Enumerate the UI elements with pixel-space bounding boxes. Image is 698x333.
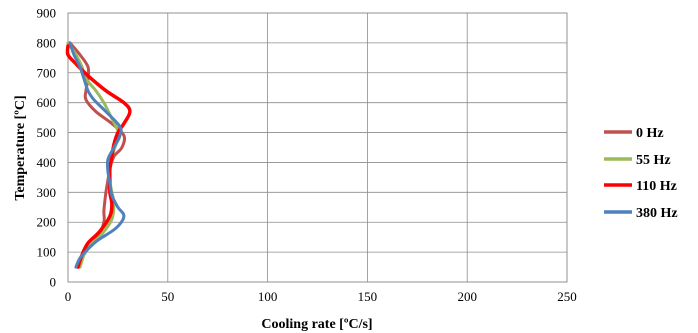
y-tick-label: 200 — [37, 215, 57, 230]
grid — [67, 12, 568, 283]
y-tick-label: 900 — [37, 6, 57, 21]
y-tick-label: 500 — [37, 125, 57, 140]
y-tick-label: 0 — [50, 275, 57, 290]
y-tick-label: 600 — [37, 95, 57, 110]
legend-label-0-hz: 0 Hz — [636, 126, 664, 141]
y-tick-label: 100 — [37, 245, 57, 260]
plot-area — [67, 12, 568, 283]
x-tick-label: 0 — [65, 289, 72, 304]
y-axis-title: Temperature [ºC] — [13, 95, 28, 200]
series-line-380-hz — [68, 41, 126, 269]
legend: 0 Hz 55 Hz 110 Hz 380 Hz — [604, 126, 678, 221]
x-tick-label: 100 — [258, 289, 278, 304]
legend-label-380-hz: 380 Hz — [636, 206, 678, 221]
plot-border — [67, 12, 568, 283]
y-tick-label: 300 — [37, 185, 57, 200]
x-axis-ticks: 0 50 100 150 200 250 — [65, 289, 577, 304]
x-tick-label: 50 — [161, 289, 174, 304]
legend-label-55-hz: 55 Hz — [636, 153, 671, 168]
y-tick-label: 800 — [37, 35, 57, 50]
series-lines — [65, 41, 132, 269]
x-axis-title: Cooling rate [ºC/s] — [261, 317, 372, 332]
legend-label-110-hz: 110 Hz — [636, 179, 677, 194]
series-line-110-hz — [65, 44, 132, 269]
x-tick-label: 150 — [358, 289, 378, 304]
y-axis-ticks: 0 100 200 300 400 500 600 700 800 900 — [37, 6, 57, 290]
y-tick-label: 700 — [37, 65, 57, 80]
x-tick-label: 250 — [557, 289, 577, 304]
y-tick-label: 400 — [37, 155, 57, 170]
x-tick-label: 200 — [457, 289, 477, 304]
